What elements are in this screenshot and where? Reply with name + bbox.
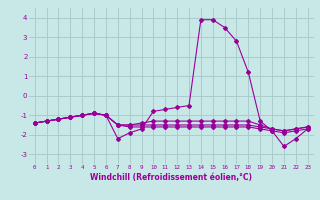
X-axis label: Windchill (Refroidissement éolien,°C): Windchill (Refroidissement éolien,°C) [90, 173, 252, 182]
